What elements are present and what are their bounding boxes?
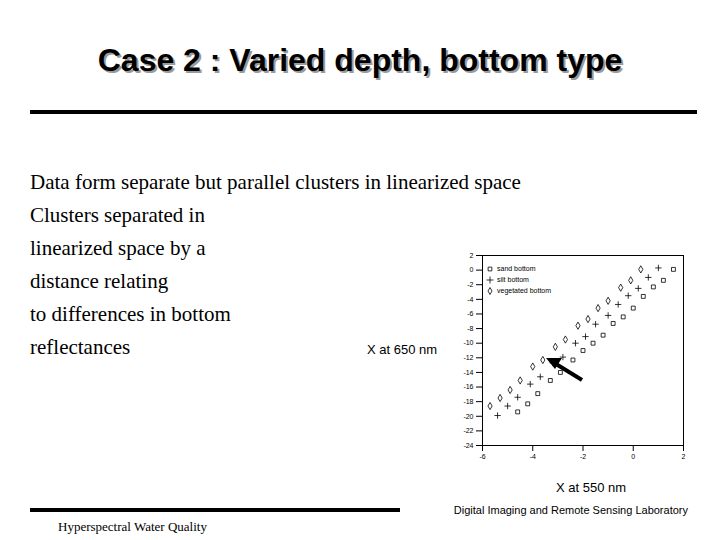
html-text:vegetated bottom: vegetated bottom [497, 287, 552, 294]
svg-text:-4: -4 [530, 453, 536, 460]
svg-text:2: 2 [470, 252, 474, 259]
html-text:X at 650 nm: X at 650 nm [367, 342, 438, 357]
html-text:sand bottom: sand bottom [497, 265, 536, 272]
html-text:linearized space by a: linearized space by a [30, 236, 206, 260]
html-text:reflectances: reflectances [30, 335, 131, 359]
svg-text:-16: -16 [463, 383, 473, 390]
svg-text:-14: -14 [463, 369, 473, 376]
html-text:X at 550 nm: X at 550 nm [555, 480, 626, 495]
html-text:Case 2 : Varied depth, bottom: Case 2 : Varied depth, bottom type [97, 42, 623, 78]
svg-text:-6: -6 [479, 453, 485, 460]
svg-text:2: 2 [682, 453, 686, 460]
html-text:Clusters separated in: Clusters separated in [30, 203, 205, 227]
svg-text:-10: -10 [463, 339, 473, 346]
html-text:Data form separate but paralle: Data form separate but parallel clusters… [30, 170, 521, 194]
svg-text:-8: -8 [467, 325, 473, 332]
svg-text:-24: -24 [463, 442, 473, 449]
svg-text:-2: -2 [580, 453, 586, 460]
svg-text:-2: -2 [467, 281, 473, 288]
svg-text:0: 0 [470, 266, 474, 273]
html-text:Hyperspectral Water Quality: Hyperspectral Water Quality [58, 519, 207, 534]
svg-text:-22: -22 [463, 427, 473, 434]
svg-text:-6: -6 [467, 310, 473, 317]
html-text:Digital Imaging and Remote Sen: Digital Imaging and Remote Sensing Labor… [453, 504, 688, 516]
svg-text:-18: -18 [463, 398, 473, 405]
html-text:silt bottom: silt bottom [497, 276, 529, 283]
svg-text:-20: -20 [463, 413, 473, 420]
svg-text:-12: -12 [463, 354, 473, 361]
svg-text:0: 0 [631, 453, 635, 460]
html-text:distance relating: distance relating [30, 269, 169, 293]
svg-text:-4: -4 [467, 296, 473, 303]
html-text:to differences in bottom: to differences in bottom [30, 302, 231, 326]
